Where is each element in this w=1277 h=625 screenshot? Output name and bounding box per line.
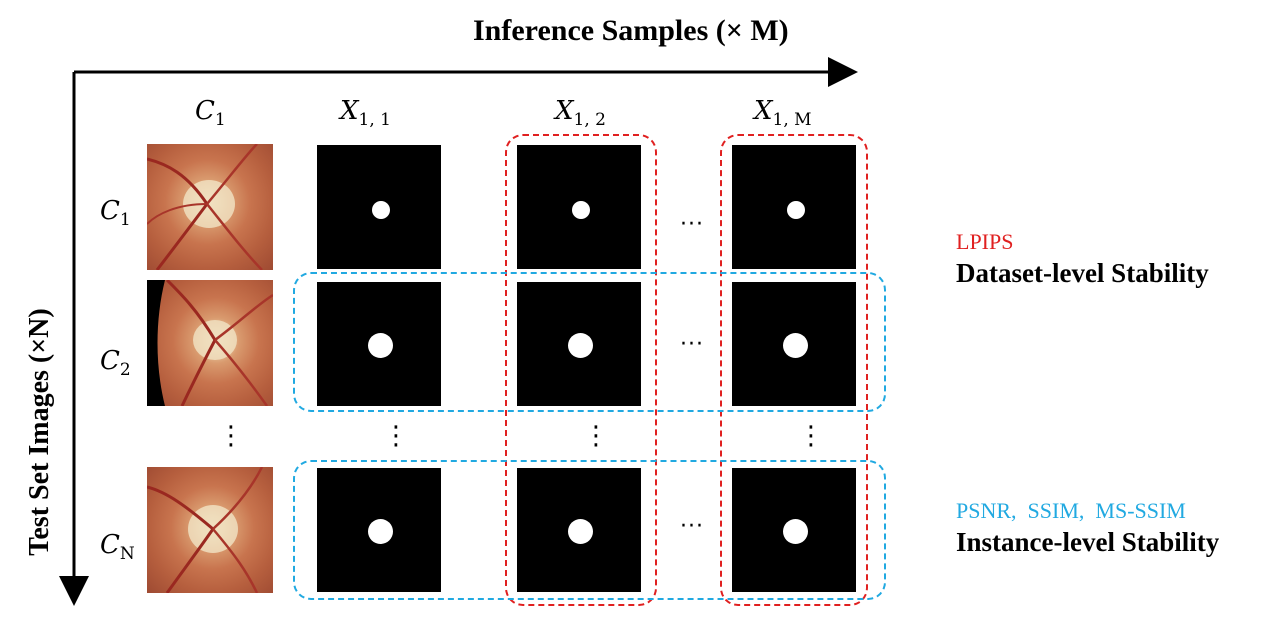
instance-group-box-row-n [293,460,886,600]
ellipsis-row-n: ··· [680,514,704,539]
column-label-c1: C1 [195,96,226,130]
side-axis-label: Test Set Images (×N) [24,308,55,556]
mask-r1-c1 [317,145,441,269]
top-axis-label: Inference Samples (× M) [473,14,789,47]
instance-group-box-row-2 [293,272,886,412]
mask-rn-c2 [517,468,641,592]
mask-blob [787,201,805,219]
instance-stability-label: Instance-level Stability [956,527,1220,557]
mask-blob [368,333,393,358]
mask-r1-c2 [517,145,641,269]
mask-r2-c2 [517,282,641,406]
column-label-x1m: X1, M [754,96,812,130]
mask-blob [368,519,393,544]
mask-blob [572,201,590,219]
mask-rn-cm [732,468,856,592]
mask-blob [568,519,593,544]
row-label-c2: C2 [100,346,131,380]
mask-blob [568,333,593,358]
fundus-image-c2 [147,280,273,406]
mask-blob [372,201,390,219]
mask-rn-c1 [317,468,441,592]
instance-metric-label: PSNR, SSIM, MS-SSIM [956,498,1186,523]
vertical-ellipsis-col-c: ⋮ [218,421,244,451]
mask-blob [783,519,808,544]
dataset-stability-label: Dataset-level Stability [956,258,1209,288]
mask-r2-cm [732,282,856,406]
mask-r2-c1 [317,282,441,406]
fundus-image-cn [147,467,273,593]
ellipsis-row-1: ··· [680,212,704,237]
mask-blob [783,333,808,358]
dataset-group-box-col-2 [505,134,657,606]
column-label-x12: X1, 2 [555,96,606,130]
row-label-cn: CN [100,530,135,564]
dataset-group-box-col-m [720,134,868,606]
dataset-metric-label: LPIPS [956,229,1014,254]
mask-r1-cm [732,145,856,269]
ellipsis-row-2: ··· [680,332,704,357]
row-label-c1: C1 [100,196,131,230]
fundus-image-c1 [147,144,273,270]
column-label-x11: X1, 1 [340,96,391,130]
vertical-ellipsis-col-1: ⋮ [383,421,409,451]
